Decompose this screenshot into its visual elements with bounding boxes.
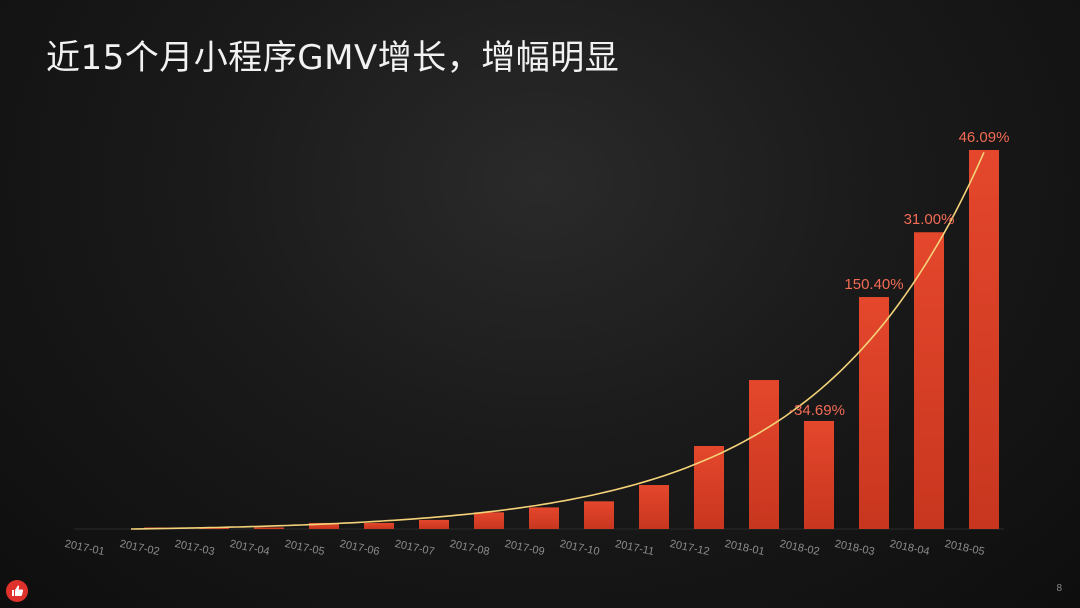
bar-2017-11 xyxy=(639,485,669,529)
x-tick-label-2017-12: 2017-12 xyxy=(669,538,711,558)
bar-2018-02 xyxy=(804,420,834,529)
x-tick-label-2017-08: 2017-08 xyxy=(449,538,491,558)
x-tick-label-2017-10: 2017-10 xyxy=(559,538,601,558)
x-tick-label-2018-03: 2018-03 xyxy=(834,538,876,558)
bar-label-2018-05: 46.09% xyxy=(959,129,1010,146)
bar-label-2018-02: -34.69% xyxy=(789,402,845,419)
x-tick-label-2017-11: 2017-11 xyxy=(614,538,655,558)
x-tick-label-2017-05: 2017-05 xyxy=(284,538,326,558)
x-tick-label-2017-04: 2017-04 xyxy=(229,538,271,558)
bar-2018-05 xyxy=(969,150,999,529)
x-tick-label-2017-07: 2017-07 xyxy=(394,538,436,558)
bar-2017-05 xyxy=(309,522,339,529)
trend-line xyxy=(130,151,985,530)
bar-2017-07 xyxy=(419,519,449,529)
x-tick-label-2017-09: 2017-09 xyxy=(504,538,546,558)
bar-2018-04 xyxy=(914,232,944,530)
bar-2017-04 xyxy=(254,527,284,529)
bar-2017-08 xyxy=(474,512,504,529)
bar-2018-03 xyxy=(859,297,889,529)
bar-label-2018-04: 31.00% xyxy=(904,211,955,228)
bar-label-2018-03: 150.40% xyxy=(844,276,903,293)
x-tick-label-2017-02: 2017-02 xyxy=(119,538,161,558)
bar-2017-10 xyxy=(584,501,614,529)
bar-2017-06 xyxy=(364,522,394,529)
x-tick-label-2018-05: 2018-05 xyxy=(944,538,986,558)
x-tick-label-2017-01: 2017-01 xyxy=(64,538,106,558)
thumbs-up-logo-icon xyxy=(6,580,28,602)
x-tick-label-2018-02: 2018-02 xyxy=(779,538,821,558)
x-tick-label-2017-03: 2017-03 xyxy=(174,538,216,558)
x-tick-label-2018-04: 2018-04 xyxy=(889,538,931,558)
bar-2018-01 xyxy=(749,380,779,529)
x-tick-label-2017-06: 2017-06 xyxy=(339,538,381,558)
x-tick-label-2018-01: 2018-01 xyxy=(724,538,766,558)
bar-2017-12 xyxy=(694,445,724,529)
slide-title: 近15个月小程序GMV增长，增幅明显 xyxy=(46,38,620,78)
page-number: 8 xyxy=(1056,583,1062,594)
bar-2017-09 xyxy=(529,507,559,529)
